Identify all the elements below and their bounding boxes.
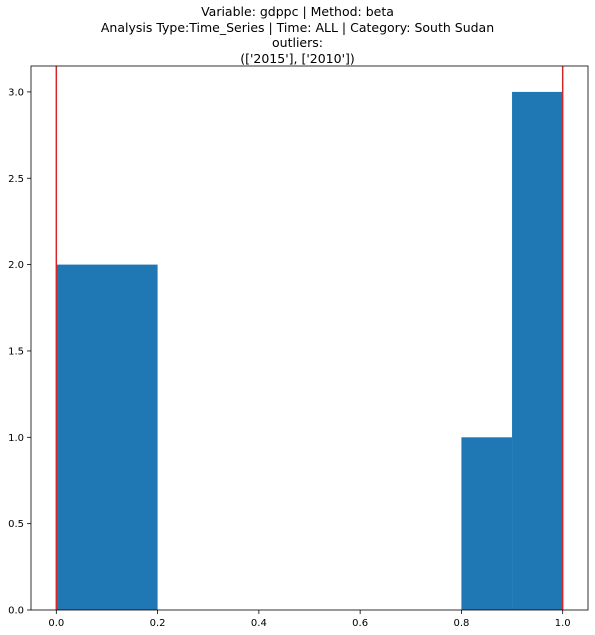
axes-frame [30,65,589,611]
title-line-4: (['2015'], ['2010']) [240,50,355,66]
histogram-bar-2 [512,91,563,610]
title-line-3: outliers: [272,35,323,50]
x-tick-label-0: 0.0 [48,618,64,629]
y-tick-label-5: 2.5 [8,174,24,185]
bars-group [56,91,563,610]
title-line-1: Variable: gdppc | Method: beta [201,4,394,19]
vlines-group [55,66,564,610]
axes-group: 0.0 0.2 0.4 0.6 0.8 1.0 0.0 0.5 1.0 1.5 2.0 2.5 3.0 [8,65,589,629]
title-line-2: Analysis Type:Time_Series | Time: ALL | … [100,19,495,35]
chart-title: Variable: gdppc | Method: beta Analysis … [0,4,595,66]
y-tick-label-2: 1.0 [8,433,24,444]
y-tick-label-1: 0.5 [8,519,24,530]
y-tick-label-4: 2.0 [8,260,24,271]
x-tick-label-3: 0.6 [352,618,368,629]
y-tick-label-3: 1.5 [8,346,24,357]
x-tick-label-1: 0.2 [150,618,166,629]
x-tick-label-4: 0.8 [453,618,469,629]
histogram-bar-0 [56,264,158,610]
x-tick-label-2: 0.4 [251,618,267,629]
y-tick-label-6: 3.0 [8,87,24,98]
y-tick-label-0: 0.0 [8,606,24,617]
x-tick-label-5: 1.0 [555,618,571,629]
histogram-bar-1 [461,437,513,610]
